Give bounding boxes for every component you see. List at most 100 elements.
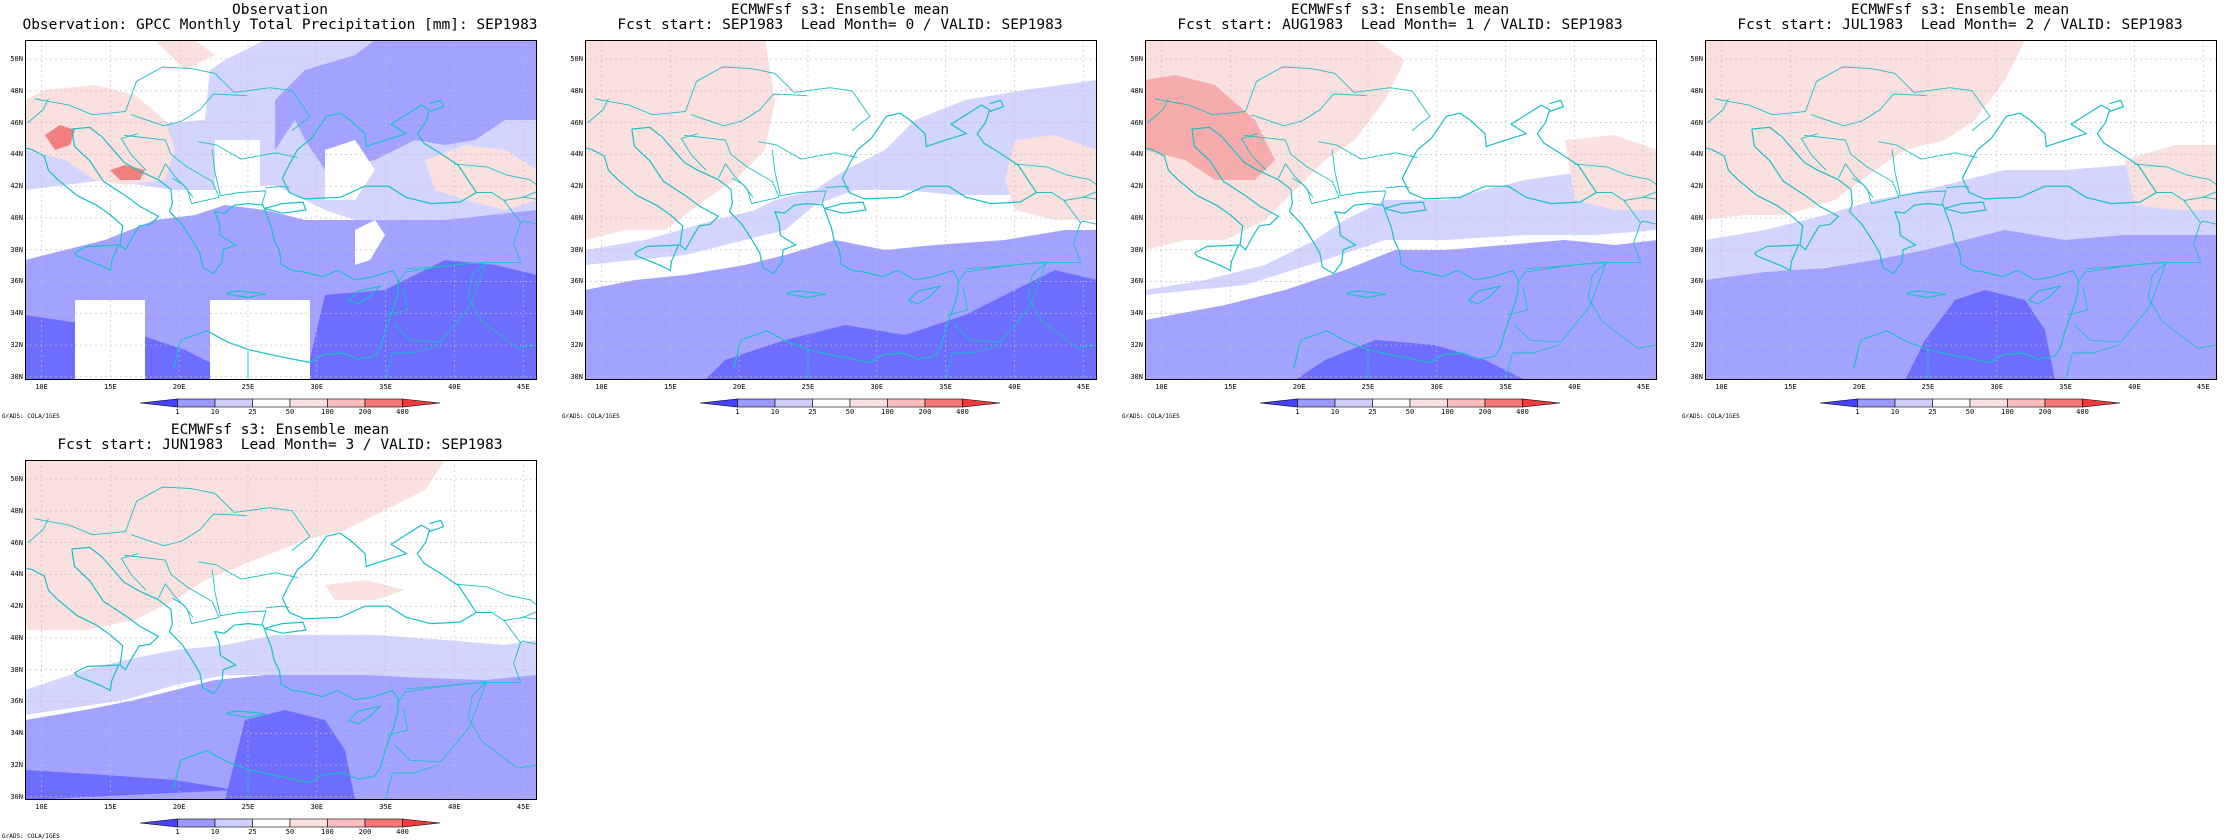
- colorbar-label: 400: [396, 408, 409, 415]
- country-border: [594, 66, 871, 131]
- coastline: [264, 621, 307, 634]
- lat-tick-label: 46N: [1130, 118, 1143, 127]
- country-border: [1250, 93, 1367, 127]
- lat-tick-label: 38N: [10, 665, 23, 674]
- coastline: [1705, 128, 1840, 251]
- lon-tick-label: 40E: [448, 383, 461, 391]
- lon-tick-label: 25E: [241, 803, 255, 811]
- panel-title: ECMWFsf s3: Ensemble mean: [1850, 2, 2070, 18]
- lon-tick-label: 30E: [310, 803, 324, 811]
- colorbar-swatch: [364, 398, 403, 408]
- country-border: [1154, 66, 1431, 131]
- colorbar-swatch: [1447, 398, 1486, 408]
- lon-tick-label: 25E: [241, 383, 255, 391]
- lat-tick-label: 30N: [1130, 372, 1143, 381]
- coastline: [226, 710, 267, 719]
- colorbar-label: 25: [808, 408, 816, 415]
- country-border: [1240, 133, 1267, 171]
- shading-region: [1295, 340, 1525, 380]
- country-border: [1506, 287, 1529, 316]
- shading-region: [325, 580, 405, 600]
- panel-subtitle: Fcst start: SEP1983 Lead Month= 0 / VALI…: [617, 17, 1063, 33]
- colorbar-swatch: [774, 398, 813, 408]
- country-border: [690, 93, 807, 127]
- colorbar-label: 25: [1368, 408, 1376, 415]
- colorbar-label: 25: [248, 408, 256, 415]
- country-border: [1385, 185, 1410, 189]
- colorbar-label: 25: [1928, 408, 1936, 415]
- colorbar-label: 400: [1516, 408, 1529, 415]
- lat-tick-label: 38N: [1690, 245, 1703, 254]
- lon-tick-label: 25E: [1361, 383, 1375, 391]
- lat-tick-label: 32N: [1130, 341, 1143, 350]
- lat-tick-label: 44N: [10, 570, 23, 579]
- lat-tick-label: 36N: [1690, 277, 1703, 286]
- country-border: [386, 707, 409, 736]
- lat-tick-label: 38N: [1130, 245, 1143, 254]
- colorbar-swatch: [1372, 398, 1411, 408]
- colorbar-label: 100: [1441, 408, 1454, 415]
- coastline: [631, 126, 959, 370]
- colorbar-label: 1: [175, 828, 179, 835]
- coastline: [226, 290, 267, 299]
- coastline: [1346, 290, 1387, 299]
- shading-region: [225, 710, 355, 800]
- colorbar-label: 100: [2001, 408, 2014, 415]
- lat-tick-label: 48N: [570, 86, 583, 95]
- lon-tick-label: 10E: [35, 803, 48, 811]
- lat-tick-label: 36N: [1130, 277, 1143, 286]
- lon-tick-label: 45E: [1636, 383, 1650, 391]
- panel-subtitle: Fcst start: JUN1983 Lead Month= 3 / VALI…: [57, 437, 503, 453]
- coastline: [281, 104, 478, 205]
- country-border: [953, 261, 1047, 343]
- colorbar-swatch: [699, 398, 738, 408]
- colorbar-swatch: [1932, 398, 1971, 408]
- country-border: [771, 149, 827, 206]
- country-border: [1640, 196, 1657, 225]
- lon-tick-label: 20E: [1852, 383, 1866, 391]
- country-border: [1027, 262, 1097, 349]
- lat-tick-label: 30N: [570, 372, 583, 381]
- country-border: [1292, 177, 1314, 198]
- country-border: [680, 133, 707, 171]
- lon-tick-label: 15E: [1224, 383, 1237, 391]
- country-border: [130, 93, 247, 127]
- country-border: [1800, 133, 1827, 171]
- colorbar-label: 1: [1855, 408, 1859, 415]
- panel-subtitle: Observation: GPCC Monthly Total Precipit…: [22, 17, 538, 33]
- country-border: [1878, 141, 1978, 160]
- colorbar-label: 10: [1331, 408, 1339, 415]
- colorbar-swatch: [962, 398, 1001, 408]
- panel-title: ECMWFsf s3: Ensemble mean: [170, 422, 390, 438]
- colorbar-swatch: [177, 818, 216, 828]
- lat-tick-label: 40N: [1690, 213, 1703, 222]
- panel-subtitle: Fcst start: AUG1983 Lead Month= 1 / VALI…: [1177, 17, 1623, 33]
- country-border: [1714, 66, 1991, 131]
- country-border: [2064, 344, 2120, 380]
- lon-tick-label: 45E: [516, 383, 530, 391]
- country-border: [1244, 134, 1340, 205]
- coastline: [74, 664, 120, 692]
- lat-tick-label: 50N: [1690, 55, 1703, 64]
- lat-tick-label: 34N: [10, 729, 23, 738]
- country-border: [172, 597, 194, 618]
- coastline: [1944, 201, 1987, 214]
- country-border: [124, 134, 220, 205]
- coastline: [1751, 126, 2079, 370]
- map-frame: [1705, 40, 2217, 380]
- colorbar-label: 100: [881, 408, 894, 415]
- grads-credit: GrADS: COLA/IGES: [1682, 413, 1740, 420]
- country-border: [1014, 163, 1097, 201]
- lat-tick-label: 32N: [1690, 341, 1703, 350]
- coastline: [841, 104, 1038, 205]
- colorbar-label: 50: [1966, 408, 1974, 415]
- lat-tick-label: 46N: [10, 118, 23, 127]
- shading-region: [355, 220, 385, 265]
- colorbar: 1 10 25 50 100 200 400: [1259, 398, 1561, 415]
- lat-tick-label: 40N: [1130, 213, 1143, 222]
- coastline: [1549, 99, 1565, 113]
- coastline: [1906, 290, 1947, 299]
- lat-tick-label: 48N: [10, 506, 23, 515]
- colorbar-label: 1: [175, 408, 179, 415]
- grads-credit: GrADS: COLA/IGES: [2, 413, 60, 420]
